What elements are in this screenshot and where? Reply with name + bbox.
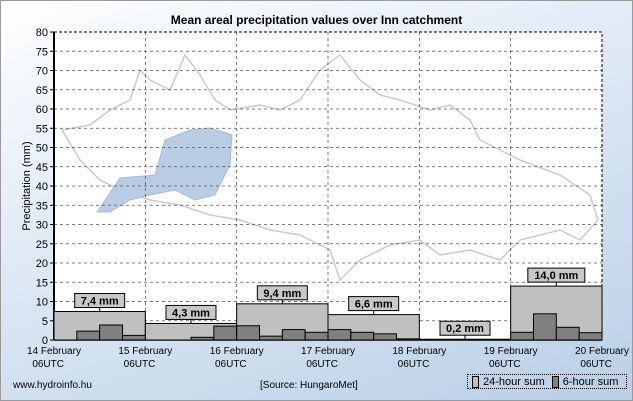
y-tick-label: 45 [36,162,48,174]
x-tick-date: 20 February [575,346,629,357]
y-tick-label: 5 [42,316,48,328]
bar-6h [190,336,215,341]
data-label-box [348,296,400,312]
source-label: [Source: HungaroMet] [260,380,358,391]
x-tick-date: 19 February [484,346,538,357]
bar-6h [259,335,283,341]
y-tick-label: 80 [36,27,48,39]
map-outline [60,53,599,282]
y-tick-label: 15 [36,277,48,289]
legend-label-24h: 24-hour sum [483,375,545,388]
data-label: 14,0 mm [534,270,578,282]
y-tick-label: 70 [36,66,48,78]
legend-swatch-6h [551,375,559,388]
data-label-box [439,320,491,336]
y-tick-label: 50 [36,143,48,155]
x-tick-time: 06UTC [215,359,247,370]
y-tick-label: 10 [36,297,48,309]
data-label: 7,4 mm [81,296,119,308]
bar-6h [555,326,580,341]
data-label: 6,6 mm [355,299,393,311]
y-axis-label: Precipitation (mm) [21,141,33,230]
x-tick-time: 06UTC [398,359,430,370]
bar-6h [213,325,238,341]
bar-6h [578,332,603,341]
y-tick-label: 35 [36,200,48,212]
bar-6h [350,331,375,341]
bar-6h [327,329,352,341]
data-label-box [74,293,126,309]
y-tick-label: 65 [36,85,48,97]
y-tick-label: 55 [36,123,48,135]
y-tick-label: 25 [36,239,48,251]
y-tick-label: 60 [36,104,48,116]
y-tick-label: 75 [36,46,48,58]
x-tick-time: 06UTC [306,359,338,370]
y-tick-label: 0 [42,335,48,347]
x-tick-date: 16 February [210,346,264,357]
y-tick-label: 40 [36,181,48,193]
legend-label-6h: 6-hour sum [562,375,619,388]
chart-title: Mean areal precipitation values over Inn… [170,13,463,27]
bar-6h [122,334,146,341]
bar-6h [236,325,261,341]
bar-6h [510,331,534,341]
y-tick-label: 30 [36,220,48,232]
bar-6h [76,330,101,341]
bar-6h [99,324,123,341]
x-tick-date: 15 February [118,346,172,357]
data-label-box [527,267,586,283]
data-label-box [256,285,308,301]
x-tick-time: 06UTC [489,359,521,370]
bar-6h [533,313,557,341]
x-tick-date: 14 February [27,346,81,357]
x-tick-date: 17 February [301,346,355,357]
x-tick-time: 06UTC [32,359,64,370]
bar-6h [373,333,397,341]
bar-6h [304,331,329,341]
inn-catchment-area [96,127,233,213]
legend-swatch-24h [472,375,479,388]
data-label: 4,3 mm [172,307,210,319]
data-label-box [165,304,217,320]
data-label: 9,4 mm [263,288,301,300]
x-tick-date: 18 February [392,346,446,357]
x-tick-time: 06UTC [124,359,156,370]
data-label: 0,2 mm [446,323,484,335]
bar-6h [281,329,306,341]
x-tick-time: 06UTC [580,359,612,370]
bar-6h [396,338,420,341]
legend: 24-hour sum 6-hour sum [467,374,627,389]
y-tick-label: 20 [36,258,48,270]
website-label: www.hydroinfo.hu [13,380,92,391]
